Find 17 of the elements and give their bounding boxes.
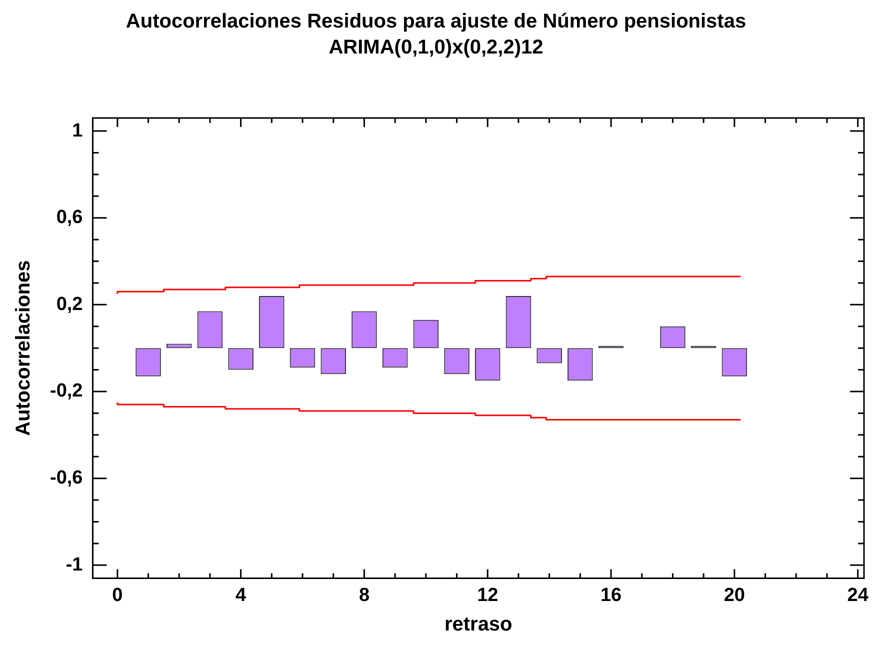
x-axis-title: retraso [444,614,512,636]
chart-subtitle: ARIMA(0,1,0)x(0,2,2)12 [328,36,544,59]
y-tick-label: 1 [72,120,84,142]
x-tick-label: 12 [477,584,498,606]
x-tick-label: 8 [358,584,370,606]
x-tick-label: 20 [724,584,745,606]
y-tick-label: -0,6 [50,468,83,489]
y-tick-label: 0,2 [56,294,83,315]
chart-title: Autocorrelaciones Residuos para ajuste de Número pensionistas [126,10,746,33]
y-tick-label: -1 [66,554,84,576]
y-tick-label: 0,6 [56,207,83,228]
y-axis-title: Autocorrelaciones [12,260,35,436]
y-tick-label: -0,2 [50,380,83,402]
x-tick-label: 16 [600,584,622,606]
x-tick-label: 4 [236,584,247,606]
x-tick-label: 24 [847,584,869,606]
x-tick-label: 0 [112,584,123,606]
